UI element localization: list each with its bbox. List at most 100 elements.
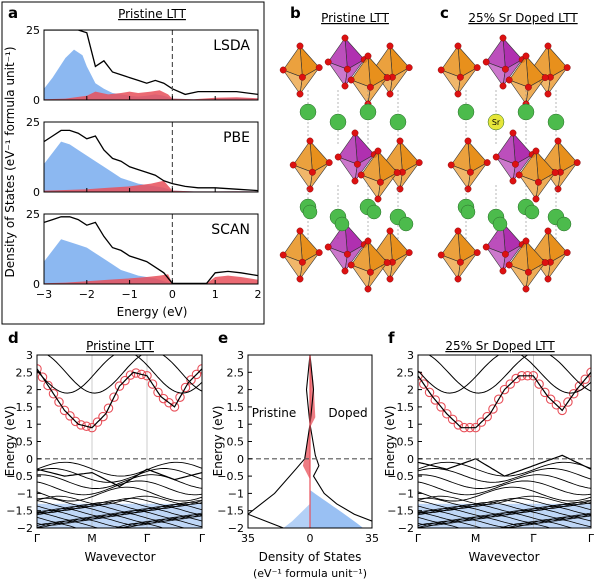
oxygen-atom (298, 258, 306, 266)
y-tick-label: −0.5 (217, 470, 244, 483)
y-tick-label: 2.5 (227, 366, 245, 379)
dos-blue-area (44, 141, 258, 192)
oxygen-atom (482, 243, 490, 251)
band-valence (418, 454, 591, 477)
oxygen-atom (343, 250, 351, 258)
axes-frame (43, 213, 259, 285)
x-tick-label: 2 (255, 288, 262, 301)
octahedron (447, 137, 491, 193)
octahedron-face (467, 140, 488, 173)
y-tick-label: −2 (398, 522, 414, 535)
oxygen-atom (512, 160, 519, 168)
y-tick-label: 0.5 (227, 436, 245, 449)
y-tick-label: 0 (407, 453, 414, 466)
orbital-marker (54, 397, 64, 407)
valence-line (418, 486, 591, 502)
octahedron (357, 147, 401, 203)
oxygen-atom (393, 169, 401, 177)
x-tick-label: Γ (199, 532, 206, 545)
oxygen-atom (366, 83, 374, 91)
y-tick-label: 25 (26, 208, 40, 221)
octahedron (347, 237, 391, 293)
orbital-marker (563, 397, 573, 407)
oxygen-atom (454, 42, 462, 50)
orbital-marker (476, 417, 487, 427)
octahedron-face (399, 140, 420, 173)
y-tick-label: 2.5 (16, 366, 34, 379)
oxygen-atom (522, 52, 530, 60)
y-tick-label: 3 (26, 349, 33, 362)
oxygen-atom (386, 227, 394, 235)
orbital-marker (447, 414, 458, 425)
octahedron-face (457, 45, 478, 78)
oxygen-atom (535, 178, 542, 186)
octahedron (482, 34, 526, 90)
octahedron-face (282, 69, 303, 95)
orbital-marker (147, 379, 158, 389)
oxygen-atom (386, 42, 394, 50)
oxygen-atom (532, 195, 540, 203)
y-tick-label: 1 (26, 418, 33, 431)
panel-b-title: Pristine LTT (321, 11, 390, 25)
dos-total-line (44, 30, 258, 96)
band-line (37, 516, 202, 526)
x-tick-label: −3 (36, 288, 52, 301)
la-atom (359, 103, 377, 121)
octahedron-face (547, 230, 568, 263)
y-tick-label: 3 (407, 349, 414, 362)
oxygen-atom (298, 73, 306, 81)
panel-f-plot: −2 −1.5 −1 −0.5 0 0.5 1 1.5 2 2.5 3 Γ M Γ̅ Γ Energy (eV… (383, 349, 595, 564)
orbital-marker (180, 382, 191, 393)
x-axis-label: Wavevector (469, 550, 540, 564)
y-tick-label: 1 (407, 418, 414, 431)
y-tick-label: 0 (26, 453, 33, 466)
octahedron-face (557, 140, 578, 173)
oxygen-atom (343, 65, 351, 73)
oxygen-atom (396, 137, 404, 145)
octahedron-face (440, 69, 461, 95)
panel-e-letter: e (218, 329, 228, 347)
oxygen-atom (532, 147, 540, 155)
y-tick-label: 2 (237, 384, 244, 397)
oxygen-atom (473, 249, 481, 257)
oxygen-atom (515, 171, 523, 179)
valence-line (37, 468, 202, 483)
oxygen-atom (437, 251, 445, 259)
octahedron-face (327, 246, 348, 272)
x-tick-label: M (87, 532, 97, 545)
oxygen-atom (501, 250, 509, 258)
oxygen-atom (541, 74, 549, 82)
subplot-label: SCAN (211, 222, 250, 238)
la-atom (524, 204, 540, 220)
orbital-marker (511, 373, 521, 384)
band-line (37, 504, 202, 514)
octahedron-face (299, 45, 320, 78)
doped-label: Doped (328, 406, 367, 420)
oxygen-atom (499, 34, 507, 42)
octahedron (347, 52, 391, 108)
x-tick-label: Γ (34, 532, 41, 545)
octahedron (279, 42, 323, 98)
x-tick-label: −2 (79, 288, 95, 301)
orbital-marker (436, 402, 446, 412)
octahedron-face (344, 37, 365, 70)
subplot-label: PBE (223, 130, 250, 146)
x-axis-label: Density of States (259, 550, 362, 564)
y-tick-label: −2 (17, 522, 33, 535)
oxygen-atom (505, 261, 513, 269)
dos-red-area (44, 180, 258, 192)
crystal-structure-doped: Sr (437, 34, 581, 293)
band-line (37, 508, 202, 518)
orbital-marker (120, 375, 130, 386)
oxygen-atom (554, 137, 562, 145)
oxygen-atom (353, 160, 361, 168)
oxygen-atom (364, 52, 372, 60)
la-atom (492, 216, 508, 232)
oxygen-atom (296, 227, 304, 235)
octahedron-face (327, 61, 348, 87)
oxygen-atom (341, 82, 349, 90)
octahedron-face (389, 45, 410, 78)
oxygen-atom (544, 227, 552, 235)
band-line (37, 520, 187, 528)
valence-line (418, 474, 591, 489)
